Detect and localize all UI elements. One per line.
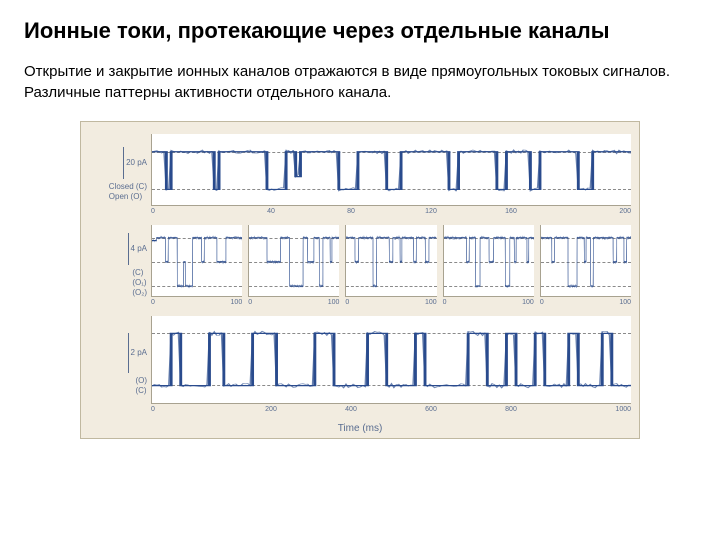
plot-wrap: 0100 bbox=[540, 225, 631, 306]
x-tick-label: 0 bbox=[151, 406, 231, 413]
trace-svg bbox=[152, 316, 631, 403]
scale-label: 20 pA bbox=[126, 158, 147, 167]
x-tick-label: 0 bbox=[248, 299, 294, 306]
figure-row: 20 pA Closed (C)Open (O) 04080120160200 bbox=[89, 134, 631, 215]
plot-wrap: 0100 bbox=[345, 225, 436, 306]
plot-wrap: 02004006008001000 bbox=[151, 316, 631, 413]
scale-label: 4 pA bbox=[131, 244, 147, 253]
figure-row: 2 pA (O)(C) 02004006008001000 bbox=[89, 316, 631, 413]
trace-plot bbox=[345, 225, 436, 297]
x-tick-label: 40 bbox=[231, 208, 311, 215]
trace-plot bbox=[248, 225, 339, 297]
x-ticks: 02004006008001000 bbox=[151, 406, 631, 413]
x-ticks: 0100 bbox=[151, 299, 242, 306]
x-tick-label: 400 bbox=[311, 406, 391, 413]
x-tick-label: 100 bbox=[391, 299, 437, 306]
plot-wrap: 0100 bbox=[248, 225, 339, 306]
x-tick-label: 160 bbox=[471, 208, 551, 215]
x-tick-label: 0 bbox=[540, 299, 586, 306]
x-tick-label: 120 bbox=[391, 208, 471, 215]
trace-plot bbox=[540, 225, 631, 297]
x-tick-label: 100 bbox=[585, 299, 631, 306]
x-ticks: 0100 bbox=[248, 299, 339, 306]
x-tick-label: 1000 bbox=[551, 406, 631, 413]
x-tick-label: 200 bbox=[231, 406, 311, 413]
figure-container: 20 pAClosed (C)Open (O)040801201602004 p… bbox=[80, 121, 640, 439]
trace-svg bbox=[152, 134, 631, 205]
plot-wrap: 0100 bbox=[151, 225, 242, 306]
trace-plot bbox=[151, 134, 631, 206]
x-tick-label: 0 bbox=[443, 299, 489, 306]
x-ticks: 0100 bbox=[443, 299, 534, 306]
slide-root: Ионные токи, протекающие через отдельные… bbox=[0, 0, 720, 540]
x-tick-label: 100 bbox=[488, 299, 534, 306]
level-labels: Closed (C)Open (O) bbox=[109, 182, 147, 202]
trace-svg bbox=[249, 225, 339, 296]
plots-group: 04080120160200 bbox=[151, 134, 631, 215]
slide-body-text: Открытие и закрытие ионных каналов отраж… bbox=[24, 62, 696, 103]
x-ticks: 0100 bbox=[345, 299, 436, 306]
x-tick-label: 100 bbox=[294, 299, 340, 306]
x-tick-label: 0 bbox=[151, 208, 231, 215]
plot-wrap: 04080120160200 bbox=[151, 134, 631, 215]
trace-svg bbox=[541, 225, 631, 296]
x-tick-label: 200 bbox=[551, 208, 631, 215]
y-scale-annotation: 2 pA (O)(C) bbox=[89, 316, 151, 413]
trace-plot bbox=[151, 225, 242, 297]
plots-group: 01000100010001000100 bbox=[151, 225, 631, 306]
plot-wrap: 0100 bbox=[443, 225, 534, 306]
x-tick-label: 600 bbox=[391, 406, 471, 413]
y-scale-annotation: 4 pA (C)(O₁)(O₂) bbox=[89, 225, 151, 306]
level-labels: (O)(C) bbox=[135, 376, 147, 396]
trace-plot bbox=[151, 316, 631, 404]
x-tick-label: 0 bbox=[151, 299, 197, 306]
scale-label: 2 pA bbox=[131, 348, 147, 357]
figure-row: 4 pA(C)(O₁)(O₂)01000100010001000100 bbox=[89, 225, 631, 306]
trace-svg bbox=[346, 225, 436, 296]
trace-plot bbox=[443, 225, 534, 297]
trace-svg bbox=[444, 225, 534, 296]
trace-svg bbox=[152, 225, 242, 296]
x-tick-label: 0 bbox=[345, 299, 391, 306]
x-axis-label: Time (ms) bbox=[89, 423, 631, 434]
ion-channel-figure: 20 pAClosed (C)Open (O)040801201602004 p… bbox=[80, 121, 640, 439]
x-ticks: 0100 bbox=[540, 299, 631, 306]
x-tick-label: 800 bbox=[471, 406, 551, 413]
level-labels: (C)(O₁)(O₂) bbox=[132, 268, 147, 298]
slide-title: Ионные токи, протекающие через отдельные… bbox=[24, 18, 696, 44]
x-tick-label: 80 bbox=[311, 208, 391, 215]
y-scale-annotation: 20 pA Closed (C)Open (O) bbox=[89, 134, 151, 215]
x-tick-label: 100 bbox=[197, 299, 243, 306]
plots-group: 02004006008001000 bbox=[151, 316, 631, 413]
x-ticks: 04080120160200 bbox=[151, 208, 631, 215]
